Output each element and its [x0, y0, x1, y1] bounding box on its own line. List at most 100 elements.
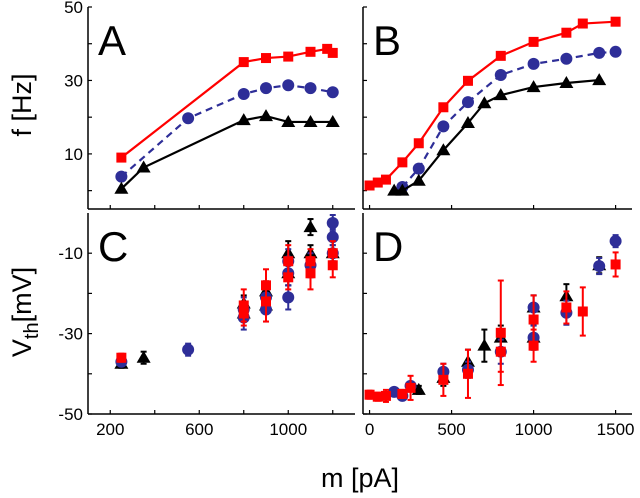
- series-blue-circles: [388, 234, 622, 402]
- data-point: [460, 116, 475, 129]
- y-tick-label: 10: [64, 145, 83, 164]
- data-point: [380, 390, 391, 401]
- x-tick-label: 600: [185, 420, 213, 439]
- data-point: [461, 96, 474, 109]
- panel-label: A: [98, 17, 126, 64]
- data-point: [438, 374, 449, 385]
- y-axis-title-unit: [mV]: [7, 267, 37, 323]
- data-point: [136, 160, 151, 173]
- data-point: [322, 43, 333, 54]
- data-point: [593, 46, 606, 59]
- data-point: [326, 231, 339, 244]
- panel-A: 10 30 50 A: [64, 0, 355, 210]
- y-tick-label: 50: [64, 0, 83, 17]
- data-point: [560, 52, 573, 65]
- data-point: [364, 180, 375, 191]
- data-point: [412, 162, 425, 175]
- data-point: [261, 280, 271, 291]
- data-point: [610, 16, 621, 27]
- data-point: [577, 306, 588, 317]
- data-point: [261, 53, 271, 64]
- data-point: [364, 389, 375, 400]
- series-black-triangles: [387, 73, 607, 196]
- data-point: [281, 114, 296, 127]
- panel-label: D: [373, 223, 403, 270]
- data-point: [559, 76, 574, 89]
- data-point: [238, 308, 249, 319]
- data-point: [526, 80, 541, 93]
- data-point: [282, 291, 295, 304]
- y-axis-title-subscript: th: [21, 322, 43, 339]
- data-point: [305, 256, 316, 267]
- data-point: [182, 112, 195, 125]
- data-point: [593, 260, 606, 273]
- series-red-squares: [116, 43, 338, 163]
- data-point: [259, 109, 273, 122]
- data-point: [411, 173, 426, 186]
- series-black-triangles: [114, 218, 340, 369]
- data-point: [405, 382, 416, 393]
- y-tick-label: -10: [58, 244, 83, 263]
- data-point: [236, 113, 251, 126]
- y-tick-label: -30: [58, 325, 83, 344]
- data-point: [282, 79, 295, 92]
- data-point: [303, 114, 318, 127]
- x-tick-label: 0: [365, 420, 374, 439]
- y-tick-label: 30: [64, 71, 83, 90]
- series-blue-circles: [115, 79, 339, 183]
- data-point: [561, 302, 572, 313]
- data-point: [436, 143, 451, 156]
- series-line: [120, 114, 333, 190]
- data-point: [397, 157, 408, 168]
- x-tick-label: 1000: [269, 420, 307, 439]
- data-point: [528, 340, 539, 351]
- data-point: [477, 338, 492, 351]
- data-point: [114, 181, 129, 194]
- data-point: [610, 259, 621, 270]
- panel-C: 200 600 1000 -10 -30 -50 C: [58, 213, 355, 439]
- data-point: [495, 50, 506, 61]
- data-point: [561, 27, 572, 38]
- x-tick-label: 500: [437, 420, 465, 439]
- data-point: [327, 47, 338, 58]
- x-tick-label: 1000: [515, 420, 553, 439]
- data-point: [372, 391, 383, 402]
- series-blue-circles: [115, 214, 339, 368]
- x-axis-title: m [pA]: [321, 463, 399, 493]
- data-point: [413, 138, 424, 149]
- data-point: [283, 256, 294, 267]
- data-point: [462, 368, 473, 379]
- panel-D: 0 500 1000 1500 D: [362, 213, 635, 439]
- series-red-squares: [364, 16, 621, 191]
- data-point: [477, 96, 492, 109]
- series-line: [120, 47, 334, 159]
- data-point: [115, 170, 128, 183]
- data-point: [528, 314, 539, 325]
- data-point: [380, 174, 391, 185]
- data-point: [528, 36, 539, 47]
- panel-label: C: [98, 223, 128, 270]
- data-point: [495, 346, 506, 357]
- data-point: [325, 114, 340, 127]
- data-point: [326, 217, 339, 230]
- data-point: [182, 343, 195, 356]
- data-point: [527, 57, 540, 70]
- data-point: [577, 18, 588, 29]
- data-point: [283, 272, 294, 283]
- data-point: [592, 73, 607, 86]
- y-tick-label: -50: [58, 405, 83, 424]
- data-point: [305, 46, 316, 57]
- panel-B: B: [362, 6, 632, 210]
- data-point: [437, 120, 450, 133]
- data-point: [438, 102, 449, 113]
- data-point: [395, 183, 410, 196]
- data-point: [372, 177, 383, 188]
- data-point: [493, 88, 508, 101]
- x-tick-label: 200: [96, 420, 124, 439]
- data-point: [136, 350, 151, 363]
- data-point: [327, 248, 338, 259]
- data-point: [237, 88, 250, 101]
- data-point: [303, 220, 318, 233]
- data-point: [326, 86, 339, 99]
